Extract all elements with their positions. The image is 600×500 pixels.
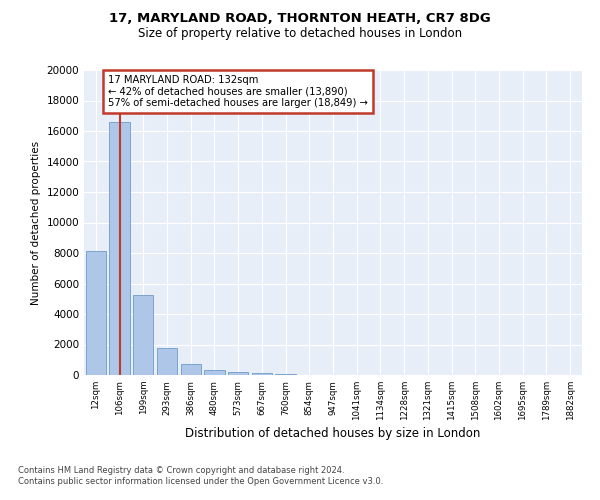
Bar	[181, 364, 201, 375]
Text: Distribution of detached houses by size in London: Distribution of detached houses by size …	[185, 428, 481, 440]
Bar	[275, 374, 296, 375]
Text: Size of property relative to detached houses in London: Size of property relative to detached ho…	[138, 28, 462, 40]
Bar	[157, 348, 177, 375]
Y-axis label: Number of detached properties: Number of detached properties	[31, 140, 41, 304]
Bar	[205, 370, 224, 375]
Bar	[109, 122, 130, 375]
Text: Contains public sector information licensed under the Open Government Licence v3: Contains public sector information licen…	[18, 477, 383, 486]
Bar	[228, 372, 248, 375]
Text: 17 MARYLAND ROAD: 132sqm
← 42% of detached houses are smaller (13,890)
57% of se: 17 MARYLAND ROAD: 132sqm ← 42% of detach…	[108, 74, 368, 108]
Text: 17, MARYLAND ROAD, THORNTON HEATH, CR7 8DG: 17, MARYLAND ROAD, THORNTON HEATH, CR7 8…	[109, 12, 491, 26]
Text: Contains HM Land Registry data © Crown copyright and database right 2024.: Contains HM Land Registry data © Crown c…	[18, 466, 344, 475]
Bar	[133, 295, 154, 375]
Bar	[86, 252, 106, 375]
Bar	[252, 374, 272, 375]
